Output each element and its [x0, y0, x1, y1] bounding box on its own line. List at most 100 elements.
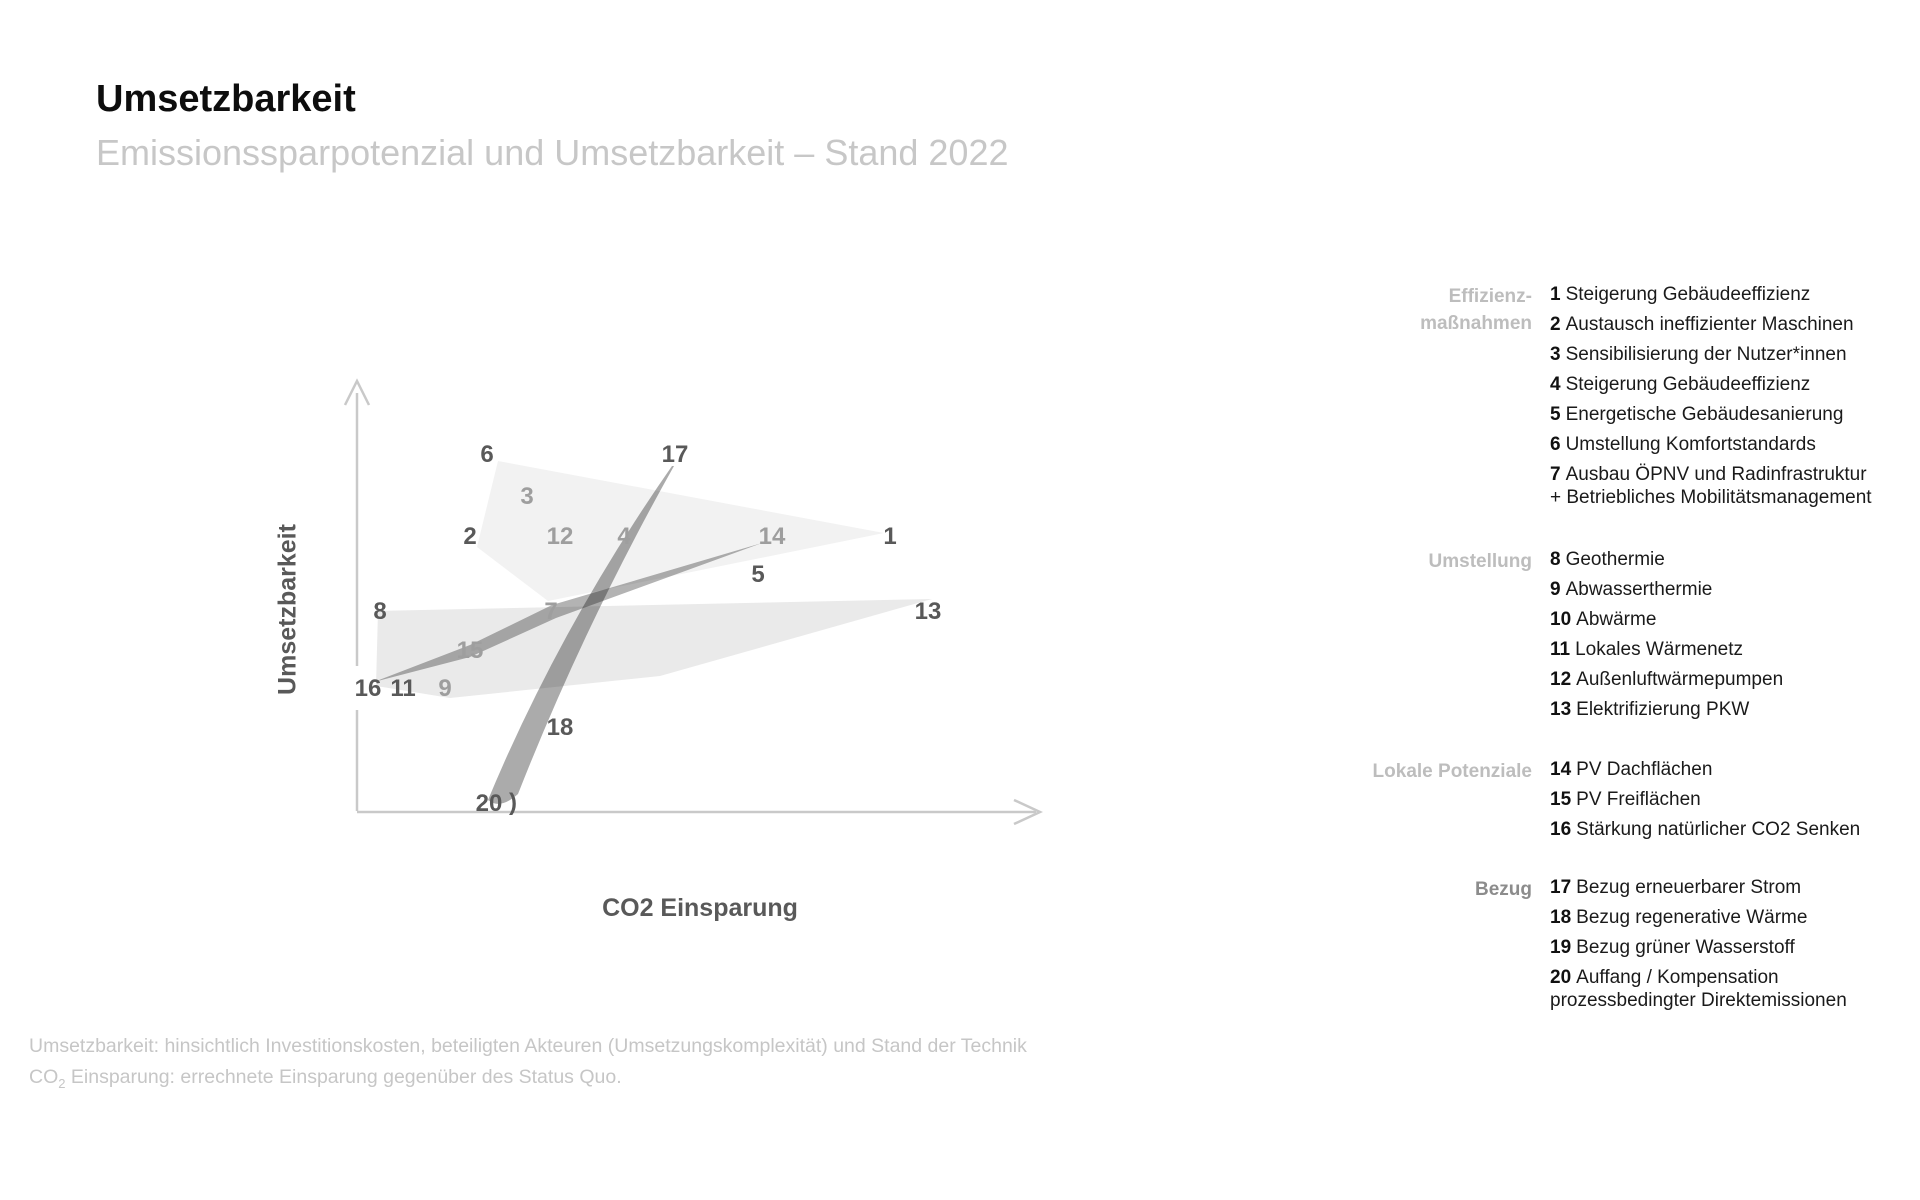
- legend-item: 18 Bezug regenerative Wärme: [1550, 906, 1880, 929]
- footnote-line-2: CO2 Einsparung: errechnete Einsparung ge…: [29, 1062, 1027, 1099]
- legend-item-number: 12: [1550, 669, 1572, 690]
- x-axis-arrow-icon: [1013, 798, 1043, 826]
- legend-group-header: Effizienz- maßnahmen: [1420, 286, 1532, 334]
- legend-item: 1 Steigerung Gebäudeeffizienz: [1550, 283, 1880, 306]
- chart-label-14: 14: [758, 523, 786, 550]
- legend-item-number: 7: [1550, 464, 1561, 485]
- legend-item-number: 9: [1550, 579, 1561, 600]
- legend-item: 13 Elektrifizierung PKW: [1550, 698, 1880, 721]
- legend-item-number: 19: [1550, 937, 1572, 958]
- chart-label-16: 16: [354, 675, 382, 702]
- legend-item-label: Steigerung Gebäudeeffizienz: [1565, 374, 1811, 395]
- legend-item-label: Stärkung natürlicher CO2 Senken: [1576, 819, 1861, 840]
- legend-item-label: Bezug grüner Wasserstoff: [1576, 937, 1795, 958]
- legend-item-list: 8 Geothermie 9 Abwasserthermie 10 Abwärme 11 Lo…: [1550, 548, 1880, 728]
- legend-group-header: Lokale Potenziale: [1372, 761, 1532, 782]
- legend-item-label: Steigerung Gebäudeeffizienz: [1565, 284, 1811, 305]
- legend-item-label: Ausbau ÖPNV und Radinfrastruktur + Betri…: [1550, 464, 1872, 508]
- legend-item-label: Elektrifizierung PKW: [1576, 699, 1750, 720]
- legend-item-label: Auffang / Kompensation prozessbedingter …: [1550, 967, 1847, 1011]
- chart-label-6: 6: [480, 441, 494, 468]
- legend-item: 10 Abwärme: [1550, 608, 1880, 631]
- chart-label-5: 5: [751, 561, 765, 588]
- chart-label-15: 15: [456, 637, 484, 664]
- chart-label-4: 4: [617, 523, 631, 550]
- legend-item: 9 Abwasserthermie: [1550, 578, 1880, 601]
- legend-item: 19 Bezug grüner Wasserstoff: [1550, 936, 1880, 959]
- chart-label-11: 11: [390, 675, 416, 702]
- legend-item: 7 Ausbau ÖPNV und Radinfrastruktur + Betr…: [1550, 463, 1880, 509]
- footnote-co: CO: [29, 1066, 59, 1088]
- legend-item-label: Außenluftwärmepumpen: [1576, 669, 1784, 690]
- legend-item-number: 8: [1550, 549, 1561, 570]
- chart-label-wedge-end-cap: ): [509, 789, 517, 816]
- legend-item: 3 Sensibilisierung der Nutzer*innen: [1550, 343, 1880, 366]
- chart-label-12: 12: [546, 523, 574, 550]
- chart-label-13: 13: [914, 598, 942, 625]
- effizienz-area-shape: [477, 461, 884, 601]
- legend-item: 5 Energetische Gebäudesanierung: [1550, 403, 1880, 426]
- legend-item: 8 Geothermie: [1550, 548, 1880, 571]
- chart-label-8: 8: [373, 598, 387, 625]
- legend-item-list: 14 PV Dachflächen 15 PV Freiflächen 16 Stärku…: [1550, 758, 1880, 848]
- legend-item: 17 Bezug erneuerbarer Strom: [1550, 876, 1880, 899]
- legend-item-label: Abwasserthermie: [1565, 579, 1713, 600]
- legend-item-list: 1 Steigerung Gebäudeeffizienz 2 Austausch i…: [1550, 283, 1880, 516]
- legend-item-number: 20: [1550, 967, 1572, 988]
- legend-item: 20 Auffang / Kompensation prozessbedingte…: [1550, 966, 1880, 1012]
- chart-label-9: 9: [438, 675, 452, 702]
- legend-item-number: 11: [1550, 639, 1571, 660]
- legend-item-number: 1: [1550, 284, 1561, 305]
- page-subtitle: Emissionssparpotenzial und Umsetzbarkeit…: [96, 132, 1009, 173]
- legend-item: 16 Stärkung natürlicher CO2 Senken: [1550, 818, 1880, 841]
- legend-item-number: 6: [1550, 434, 1561, 455]
- legend-item-number: 17: [1550, 877, 1572, 898]
- page-title: Umsetzbarkeit: [96, 78, 356, 120]
- chart-label-1: 1: [883, 523, 897, 550]
- footnote-subscript-2: 2: [58, 1075, 66, 1091]
- lokale-potenziale-band-shape: [374, 543, 762, 682]
- legend-item: 15 PV Freiflächen: [1550, 788, 1880, 811]
- legend-item-number: 18: [1550, 907, 1572, 928]
- footnote-line-1: Umsetzbarkeit: hinsichtlich Investitions…: [29, 1035, 1027, 1057]
- y-axis-arrow-icon: [343, 378, 371, 406]
- legend-item-number: 10: [1550, 609, 1572, 630]
- legend-item-list: 17 Bezug erneuerbarer Strom 18 Bezug regene…: [1550, 876, 1880, 1019]
- legend-item-label: Umstellung Komfortstandards: [1565, 434, 1816, 455]
- chart-label-3: 3: [520, 483, 534, 510]
- legend-item-number: 15: [1550, 789, 1572, 810]
- legend-group-2: Umstellung 8 Geothermie 9 Abwasserthermie 10 A…: [1352, 548, 1880, 728]
- chart-label-2: 2: [463, 523, 477, 550]
- legend-item-number: 4: [1550, 374, 1561, 395]
- legend-item: 2 Austausch ineffizienter Maschinen: [1550, 313, 1880, 336]
- legend-item: 11 Lokales Wärmenetz: [1550, 638, 1880, 661]
- legend-item: 6 Umstellung Komfortstandards: [1550, 433, 1880, 456]
- legend-item-label: Sensibilisierung der Nutzer*innen: [1565, 344, 1847, 365]
- legend-group-3: Lokale Potenziale 14 PV Dachflächen 15 PV Fr…: [1352, 758, 1880, 848]
- chart-label-7: 7: [544, 598, 558, 625]
- legend-item-label: PV Dachflächen: [1576, 759, 1713, 780]
- legend-item-label: Energetische Gebäudesanierung: [1565, 404, 1844, 425]
- x-axis-title: CO2 Einsparung: [602, 894, 798, 922]
- legend-item-label: Lokales Wärmenetz: [1575, 639, 1743, 660]
- legend-item-number: 2: [1550, 314, 1561, 335]
- legend-item: 14 PV Dachflächen: [1550, 758, 1880, 781]
- legend-group-header: Bezug: [1475, 879, 1532, 900]
- legend-group-header: Umstellung: [1428, 551, 1532, 572]
- legend-item-label: Abwärme: [1576, 609, 1657, 630]
- bezug-band-shape: [488, 466, 674, 804]
- legend-item-label: Bezug erneuerbarer Strom: [1576, 877, 1802, 898]
- legend-item-number: 5: [1550, 404, 1561, 425]
- chart-label-17: 17: [661, 441, 689, 468]
- legend-item-number: 13: [1550, 699, 1572, 720]
- legend-item-number: 14: [1550, 759, 1572, 780]
- legend-item-label: Austausch ineffizienter Maschinen: [1565, 314, 1854, 335]
- chart-label-18: 18: [546, 714, 574, 741]
- legend-item-label: PV Freiflächen: [1576, 789, 1701, 810]
- legend-item-number: 16: [1550, 819, 1572, 840]
- footnote: Umsetzbarkeit: hinsichtlich Investitions…: [29, 1031, 1027, 1099]
- legend-item: 4 Steigerung Gebäudeeffizienz: [1550, 373, 1880, 396]
